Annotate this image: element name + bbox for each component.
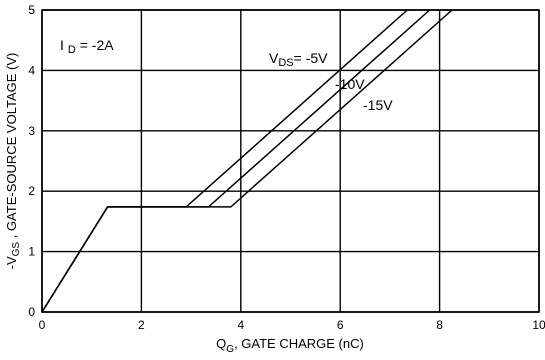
series-line-1 (41, 9, 408, 313)
y-tick-label: 2 (28, 184, 35, 198)
vds-15v-label: -15V (363, 97, 393, 113)
x-tick-label: 0 (39, 318, 46, 332)
y-tick-label: 3 (28, 124, 35, 138)
x-tick-label: 6 (337, 318, 344, 332)
x-tick-label: 10 (532, 318, 545, 332)
series-layer (41, 9, 453, 313)
series-line-2 (41, 9, 431, 313)
y-tick-label: 5 (28, 3, 35, 17)
tick-labels: 0 2 4 6 8 10 0 1 2 3 4 5 (28, 3, 545, 332)
y-tick-label: 4 (28, 63, 35, 77)
x-axis-label: QG, GATE CHARGE (nC) (216, 336, 364, 355)
y-axis-label: -VGS , GATE-SOURCE VOLTAGE (V) (4, 53, 22, 270)
plot-frame (41, 9, 540, 313)
y-tick-label: 0 (28, 305, 35, 319)
x-tick-label: 2 (138, 318, 145, 332)
series-line-3 (41, 9, 453, 313)
y-tick-label: 1 (28, 245, 35, 259)
x-tick-label: 4 (237, 318, 244, 332)
vds-5v-label: VDS= -5V (269, 50, 328, 69)
vds-10v-label: -10V (335, 76, 365, 92)
x-tick-label: 8 (436, 318, 443, 332)
grid-layer (41, 9, 540, 313)
